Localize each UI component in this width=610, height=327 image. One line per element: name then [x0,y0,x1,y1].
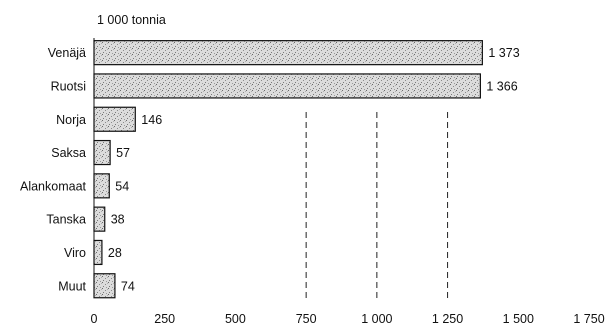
category-label-2: Norja [56,113,86,127]
value-label-7: 74 [121,279,135,293]
plot-area: Venäjä 1 373 Ruotsi 1 366 Norja 146 Saksa 57 Ala… [20,38,605,326]
category-label-7: Muut [58,279,86,293]
x-tick-label-4: 1 000 [361,312,392,326]
x-tick-label-6: 1 500 [503,312,534,326]
bar-0 [93,40,483,66]
category-label-5: Tanska [46,213,86,227]
bar-6 [93,239,103,266]
category-label-1: Ruotsi [51,79,86,93]
unit-label: 1 000 tonnia [97,13,166,27]
x-tick-label-3: 750 [296,312,317,326]
category-label-0: Venäjä [48,46,86,60]
bar-2 [93,106,136,132]
category-label-3: Saksa [51,146,86,160]
category-label-4: Alankomaat [20,179,87,193]
bar-3 [93,139,111,166]
value-label-4: 54 [115,179,129,193]
category-label-6: Viro [64,246,86,260]
bar-1 [93,73,481,99]
x-tick-label-7: 1 750 [573,312,604,326]
value-label-5: 38 [111,213,125,227]
bar-4 [93,173,110,199]
bar-5 [93,206,106,232]
bar-7 [93,273,116,299]
x-tick-label-2: 500 [225,312,246,326]
value-label-3: 57 [116,146,130,160]
x-tick-label-5: 1 250 [432,312,463,326]
value-label-0: 1 373 [488,46,519,60]
value-label-2: 146 [141,113,162,127]
value-label-6: 28 [108,246,122,260]
x-tick-label-1: 250 [154,312,175,326]
x-tick-label-0: 0 [91,312,98,326]
value-label-1: 1 366 [486,79,517,93]
